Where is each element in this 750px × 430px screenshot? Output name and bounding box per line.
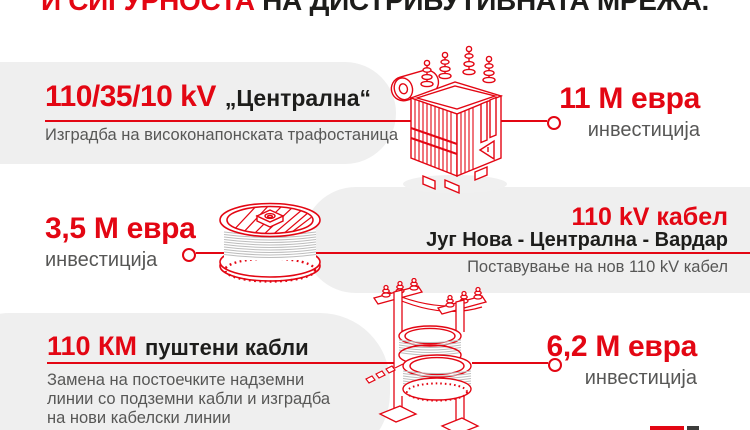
cable-route: Југ Нова - Централна - Вардар [426, 229, 728, 252]
connector-line-substation [45, 120, 547, 122]
cable-route-label: Југ Нова - Централна - Вардар [426, 229, 728, 251]
underground-amount: 6,2 М евра [546, 330, 697, 363]
underground-heading: 110 КМ пуштени кабли [47, 331, 309, 362]
section-substation-band [0, 62, 396, 164]
page-title-highlight: И СИГУРНОСТА [40, 0, 255, 16]
power-pole-illustration [362, 277, 512, 430]
connector-dot-substation [547, 116, 561, 130]
connector-line-underground [47, 362, 548, 364]
substation-heading: 110/35/10 kV „Централна“ [45, 80, 371, 114]
page-title-rest: НА ДИСТРИБУТИВНАТА МРЕЖА. [254, 0, 710, 16]
cable-heading-value: 110 kV кабел [571, 203, 728, 231]
transformer-illustration [383, 34, 525, 201]
underground-investment: 6,2 М евра инвестиција [546, 330, 697, 390]
connector-line-cable [196, 252, 750, 254]
underground-heading-value: 110 КМ [47, 331, 138, 361]
underground-description-line2: линии со подземни кабли и изградба [47, 390, 331, 408]
substation-heading-name: „Централна“ [224, 85, 372, 111]
underground-amount-label: инвестиција [584, 367, 697, 389]
underground-description: Замена на постоечките надземни линии со … [47, 371, 330, 428]
underground-description-line1: Замена на постоечките надземни [47, 371, 305, 389]
substation-investment: 11 М евра инвестиција [559, 82, 700, 142]
cable-investment: 3,5 М евра инвестиција [45, 212, 196, 272]
cable-heading: 110 kV кабел [572, 203, 728, 232]
cable-description: Поставување на нов 110 kV кабел [467, 258, 728, 276]
substation-amount: 11 М евра [559, 82, 700, 115]
connector-dot-cable [182, 248, 196, 262]
logo-bar-dark [687, 426, 699, 430]
section-underground-band [0, 313, 390, 430]
cable-amount-label: инвестиција [45, 249, 158, 271]
underground-description-line3: на нови кабелски линии [47, 409, 231, 427]
section-cable-band [303, 187, 750, 293]
underground-heading-rest: пуштени кабли [145, 335, 309, 360]
page-title: И СИГУРНОСТА НА ДИСТРИБУТИВНАТА МРЕЖА. [0, 0, 750, 17]
cable-spool-illustration [212, 190, 330, 293]
substation-description: Изградба на високонапонската трафостаниц… [45, 126, 399, 144]
substation-heading-value: 110/35/10 kV [45, 80, 216, 113]
logo-bar-red [650, 426, 684, 430]
cable-amount: 3,5 М евра [45, 212, 196, 245]
connector-dot-underground [548, 358, 562, 372]
substation-amount-label: инвестиција [587, 119, 700, 141]
bushings [420, 45, 496, 88]
